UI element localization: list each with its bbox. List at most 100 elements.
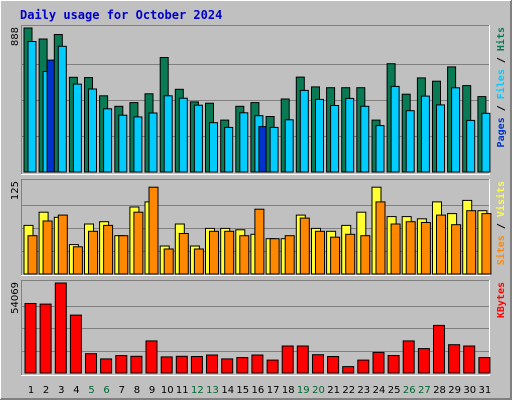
right-label-part-files: Files — [495, 69, 507, 99]
x-label-day-19: 19 — [297, 385, 310, 396]
bars — [23, 27, 491, 173]
bar-sites-day-2 — [42, 220, 53, 275]
bar-files-day-1 — [27, 41, 37, 173]
bar-kbytes-day-21 — [327, 356, 340, 374]
x-label-day-22: 22 — [342, 385, 355, 396]
bar-kbytes-day-12 — [190, 356, 203, 374]
bar-files-day-19 — [299, 89, 309, 173]
x-axis-day-labels: 1 2 3 4 5 6 7 8 9 10 11 12 13 14 15 16 17 18 19 20 21 22 23 24 2… — [28, 385, 491, 396]
right-label-hits-files-pages: Pages / Files / Hits — [495, 27, 507, 147]
bar-sites-day-15 — [239, 235, 250, 275]
x-label-day-6: 6 — [103, 385, 109, 396]
bar-sites-day-24 — [375, 201, 386, 275]
x-label-day-23: 23 — [357, 385, 370, 396]
right-label-part-pages: Pages — [496, 117, 507, 147]
bar-files-day-24 — [375, 125, 385, 173]
x-label-day-15: 15 — [236, 385, 249, 396]
bar-kbytes-day-14 — [221, 358, 234, 374]
bar-files-day-9 — [148, 112, 158, 173]
bar-files-day-5 — [88, 88, 97, 173]
bar-kbytes-day-26 — [402, 340, 415, 374]
x-label-day-20: 20 — [312, 385, 325, 396]
bar-kbytes-day-28 — [433, 324, 445, 374]
right-label-part--: / — [496, 99, 507, 117]
bar-sites-day-5 — [88, 230, 98, 275]
bar-kbytes-day-17 — [266, 359, 279, 374]
bar-files-day-3 — [57, 45, 67, 173]
bar-kbytes-day-3 — [54, 282, 67, 374]
x-label-day-26: 26 — [403, 385, 416, 396]
bar-files-day-26 — [405, 110, 415, 173]
x-label-day-1: 1 — [28, 385, 34, 396]
x-label-day-29: 29 — [448, 385, 461, 396]
x-label-day-14: 14 — [221, 385, 234, 396]
bar-kbytes-day-24 — [372, 351, 385, 374]
bar-kbytes-day-16 — [251, 354, 264, 374]
bar-files-day-28 — [436, 104, 445, 173]
bar-sites-day-14 — [224, 230, 235, 275]
right-label-part--: / — [496, 51, 507, 69]
right-label-part-hits: Hits — [495, 27, 507, 51]
panel-hits-files-pages: 888 — [10, 25, 491, 175]
bar-kbytes-day-10 — [160, 356, 173, 374]
x-label-day-17: 17 — [267, 385, 280, 396]
x-label-day-31: 31 — [479, 385, 492, 396]
bar-sites-day-9 — [148, 186, 159, 275]
bar-kbytes-day-8 — [130, 355, 143, 374]
right-series-labels: Pages / Files / Hits Sites / Visits KBytes — [495, 27, 507, 318]
bar-files-day-6 — [103, 108, 113, 173]
bar-files-day-21 — [330, 105, 340, 173]
bar-files-day-10 — [163, 95, 173, 173]
bar-sites-day-11 — [178, 233, 189, 275]
bar-sites-day-12 — [193, 248, 204, 275]
bar-files-day-20 — [315, 98, 324, 173]
y-max-label: 54069 — [10, 282, 21, 314]
bar-kbytes-day-19 — [296, 345, 309, 374]
x-label-day-21: 21 — [327, 385, 340, 396]
bar-sites-day-10 — [163, 248, 174, 275]
bar-files-day-25 — [390, 85, 400, 173]
bar-kbytes-day-20 — [312, 354, 324, 374]
bar-kbytes-day-18 — [281, 345, 294, 374]
bar-sites-day-3 — [57, 214, 68, 275]
bar-kbytes-day-30 — [463, 345, 476, 374]
x-label-day-12: 12 — [191, 385, 204, 396]
chart-panels: 888 125 54069 — [10, 25, 492, 376]
bar-kbytes-day-9 — [145, 340, 158, 374]
x-label-day-3: 3 — [58, 385, 64, 396]
bar-files-day-7 — [118, 114, 128, 173]
bar-sites-day-16 — [254, 208, 265, 275]
bar-files-day-30 — [466, 119, 476, 173]
x-label-day-5: 5 — [88, 385, 94, 396]
right-label-part-visits: Visits — [495, 181, 507, 217]
bar-sites-day-30 — [466, 210, 477, 275]
bar-sites-day-25 — [390, 223, 401, 275]
bar-files-day-23 — [360, 105, 370, 173]
bar-kbytes-day-4 — [69, 314, 82, 374]
bar-files-day-13 — [209, 122, 218, 173]
bar-kbytes-day-27 — [417, 348, 430, 374]
bar-sites-day-31 — [481, 213, 492, 275]
bar-files-day-12 — [193, 104, 203, 173]
bar-kbytes-day-22 — [342, 366, 355, 374]
bar-files-day-22 — [345, 97, 355, 173]
panel-visits-sites: 125 — [10, 179, 492, 276]
bar-files-day-31 — [481, 112, 491, 173]
right-label-part--: / — [496, 217, 507, 235]
x-label-day-2: 2 — [43, 385, 49, 396]
bar-files-day-27 — [420, 95, 430, 173]
x-label-day-27: 27 — [418, 385, 431, 396]
bar-kbytes-day-6 — [100, 358, 113, 374]
x-label-day-16: 16 — [252, 385, 265, 396]
x-label-day-10: 10 — [161, 385, 174, 396]
bar-kbytes-day-2 — [39, 303, 52, 374]
bar-sites-day-1 — [27, 235, 38, 275]
bar-files-day-29 — [451, 87, 461, 173]
bar-kbytes-day-13 — [206, 354, 218, 374]
bar-files-day-15 — [239, 112, 249, 173]
right-label-part-sites: Sites — [495, 235, 507, 265]
bar-kbytes-day-25 — [387, 355, 400, 374]
bars — [24, 282, 491, 374]
bar-sites-day-8 — [133, 211, 144, 275]
